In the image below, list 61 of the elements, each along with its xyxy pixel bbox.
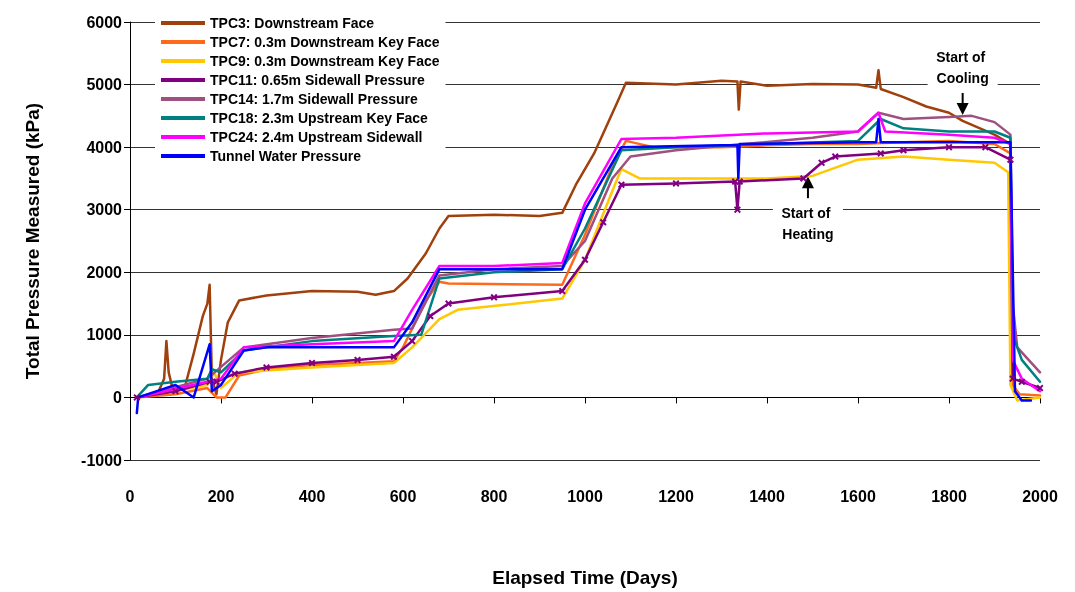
x-tick-label: 0 <box>125 487 135 505</box>
point <box>736 178 744 186</box>
legend-label: TPC14: 1.7m Sidewall Pressure <box>210 91 418 107</box>
y-tick-label: 0 <box>113 388 123 406</box>
x-tick-label: 1600 <box>840 487 876 505</box>
point <box>206 378 214 386</box>
y-tick-label: 4000 <box>86 138 123 156</box>
point <box>390 353 398 361</box>
point <box>263 363 270 371</box>
point <box>445 300 452 308</box>
annotation: Start of Cooling <box>936 49 990 87</box>
y-tick-label: 3000 <box>86 201 123 219</box>
annotation: Start of Heating <box>781 204 835 242</box>
point <box>354 356 361 364</box>
point <box>426 312 434 320</box>
y-tick-label: 5000 <box>86 76 123 94</box>
point <box>1009 375 1017 383</box>
legend-label: TPC18: 2.3m Upstream Key Face <box>210 110 429 126</box>
y-tick-label: 6000 <box>86 13 123 31</box>
x-tick-label: 1000 <box>567 487 603 505</box>
point <box>558 287 566 295</box>
point <box>308 359 316 367</box>
point <box>1036 384 1044 392</box>
legend-label: TPC3: Downstream Face <box>210 15 375 31</box>
point <box>212 378 220 386</box>
point <box>490 293 498 301</box>
x-tick-label: 2000 <box>1022 487 1058 505</box>
y-tick-label: 1000 <box>86 326 123 344</box>
x-axis-title: Elapsed Time (Days) <box>492 567 678 588</box>
point <box>599 218 607 226</box>
point <box>945 143 953 151</box>
point <box>133 393 141 401</box>
x-tick-label: 800 <box>480 487 508 505</box>
x-tick-label: 200 <box>207 487 235 505</box>
legend-label: TPC7: 0.3m Downstream Key Face <box>210 34 440 50</box>
legend-label: TPC9: 0.3m Downstream Key Face <box>210 53 440 69</box>
y-axis-title: Total Pressure Measured (kPa) <box>22 102 43 380</box>
point <box>733 206 741 214</box>
point <box>617 181 625 189</box>
point <box>900 146 907 154</box>
x-tick-label: 1400 <box>749 487 785 505</box>
x-tick-label: 400 <box>298 487 326 505</box>
point <box>172 387 179 395</box>
y-tick-label: -1000 <box>81 451 123 469</box>
point <box>799 174 807 182</box>
y-tick-label: 2000 <box>86 263 123 281</box>
point <box>231 370 239 378</box>
x-tick-label: 1200 <box>658 487 694 505</box>
legend-label: Tunnel Water Pressure <box>210 148 362 164</box>
legend-label: TPC24: 2.4m Upstream Sidewall <box>210 129 423 145</box>
point <box>877 149 885 157</box>
point <box>1018 378 1026 386</box>
legend-label: TPC11: 0.65m Sidewall Pressure <box>210 72 425 88</box>
point <box>831 153 839 161</box>
point <box>818 159 826 167</box>
point <box>981 143 989 151</box>
point <box>1006 156 1014 164</box>
x-tick-label: 600 <box>389 487 417 505</box>
point <box>408 337 416 345</box>
point <box>581 256 589 264</box>
x-tick-label: 1800 <box>931 487 967 505</box>
